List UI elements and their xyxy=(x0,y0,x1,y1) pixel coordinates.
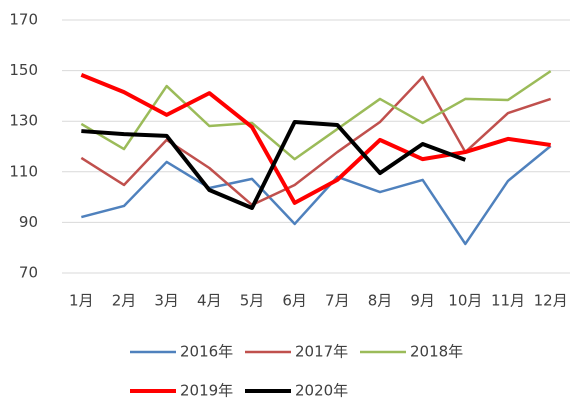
series-line xyxy=(81,119,467,210)
y-tick-label: 70 xyxy=(19,264,38,282)
y-tick-label: 110 xyxy=(9,162,38,180)
x-tick-label: 3月 xyxy=(154,292,179,310)
x-tick-label: 12月 xyxy=(534,292,568,310)
x-tick-label: 4月 xyxy=(197,292,222,310)
x-tick-label: 7月 xyxy=(325,292,350,310)
legend-label: 2020年 xyxy=(295,382,348,400)
x-tick-label: 9月 xyxy=(410,292,435,310)
y-tick-label: 170 xyxy=(9,11,38,29)
x-tick-label: 10月 xyxy=(448,292,482,310)
y-tick-label: 90 xyxy=(19,213,38,231)
legend-label: 2016年 xyxy=(180,343,233,361)
series-line xyxy=(80,70,552,161)
series-line xyxy=(80,75,552,207)
series-line xyxy=(80,73,551,205)
series-line xyxy=(81,145,552,246)
x-tick-label: 2月 xyxy=(112,292,137,310)
x-tick-label: 11月 xyxy=(491,292,525,310)
x-tick-label: 8月 xyxy=(368,292,393,310)
x-tick-label: 5月 xyxy=(240,292,265,310)
legend-label: 2018年 xyxy=(410,343,463,361)
x-tick-label: 1月 xyxy=(69,292,94,310)
y-tick-label: 150 xyxy=(9,61,38,79)
legend-label: 2019年 xyxy=(180,382,233,400)
legend-label: 2017年 xyxy=(295,343,348,361)
y-tick-label: 130 xyxy=(9,112,38,130)
x-tick-label: 6月 xyxy=(282,292,307,310)
